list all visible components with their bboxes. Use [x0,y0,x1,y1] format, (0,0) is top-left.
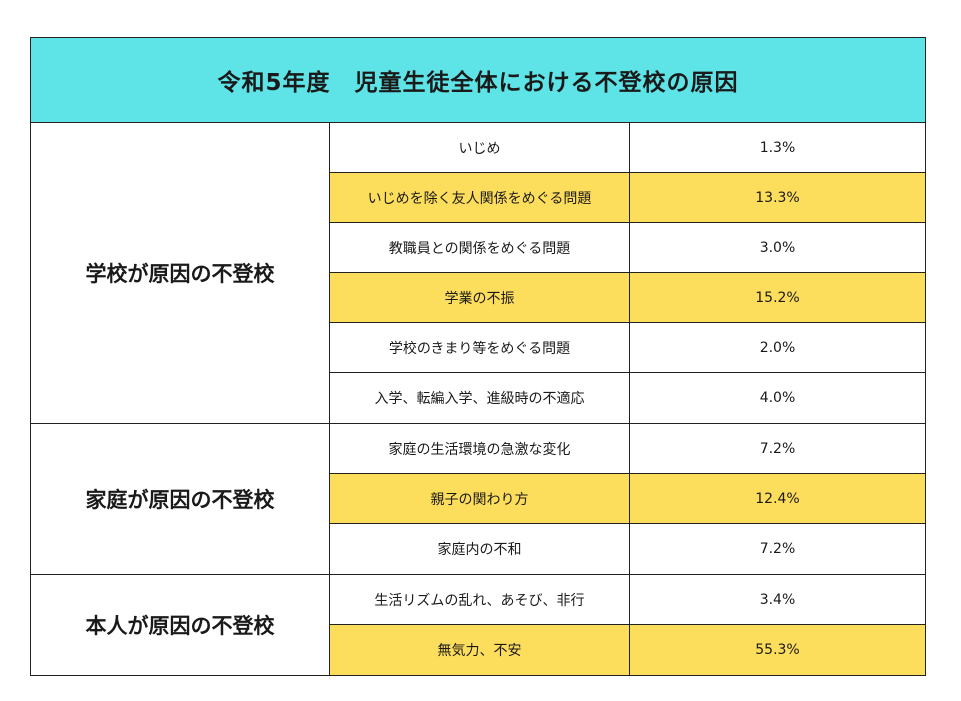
percent-cell: 12.4% [755,490,800,507]
table-row: 教職員との関係をめぐる問題 3.0% [330,223,925,273]
group-school: 学校が原因の不登校 いじめ 1.3% いじめを除く友人関係をめぐる問題 13.3… [31,123,925,424]
table-title: 令和5年度 児童生徒全体における不登校の原因 [31,38,925,123]
percent-cell: 7.2% [759,440,796,457]
table-row: 学校のきまり等をめぐる問題 2.0% [330,323,925,373]
cause-table: 令和5年度 児童生徒全体における不登校の原因 学校が原因の不登校 いじめ 1.3… [30,37,926,676]
reason-cell: 家庭の生活環境の急激な変化 [330,424,630,473]
reason-cell: 教職員との関係をめぐる問題 [330,223,630,272]
percent-cell: 4.0% [759,390,796,406]
reason-cell: 学校のきまり等をめぐる問題 [330,323,630,372]
table-row: 家庭内の不和 7.2% [330,524,925,574]
reason-cell: いじめ [330,123,630,172]
table-row: いじめ 1.3% [330,123,925,173]
table-row: いじめを除く友人関係をめぐる問題 13.3% [330,173,925,223]
percent-cell: 2.0% [759,339,796,356]
percent-cell: 3.4% [759,591,796,608]
percent-cell: 7.2% [759,541,796,557]
table-row: 親子の関わり方 12.4% [330,474,925,524]
table-row: 生活リズムの乱れ、あそび、非行 3.4% [330,575,925,625]
reason-cell: 入学、転編入学、進級時の不適応 [330,373,630,423]
group-self: 本人が原因の不登校 生活リズムの乱れ、あそび、非行 3.4% 無気力、不安 55… [31,575,925,675]
reason-cell: いじめを除く友人関係をめぐる問題 [330,173,630,222]
group-label: 本人が原因の不登校 [31,575,330,675]
table-row: 家庭の生活環境の急激な変化 7.2% [330,424,925,474]
group-label: 家庭が原因の不登校 [31,424,330,574]
group-label: 学校が原因の不登校 [31,123,330,423]
reason-cell: 親子の関わり方 [330,474,630,523]
reason-cell: 学業の不振 [330,273,630,322]
table-row: 入学、転編入学、進級時の不適応 4.0% [330,373,925,423]
percent-cell: 55.3% [755,642,800,658]
reason-cell: 生活リズムの乱れ、あそび、非行 [330,575,630,624]
reason-cell: 家庭内の不和 [330,524,630,574]
table-row: 無気力、不安 55.3% [330,625,925,675]
reason-cell: 無気力、不安 [330,625,630,675]
table-row: 学業の不振 15.2% [330,273,925,323]
percent-cell: 3.0% [759,239,796,256]
group-family: 家庭が原因の不登校 家庭の生活環境の急激な変化 7.2% 親子の関わり方 12.… [31,424,925,575]
percent-cell: 13.3% [755,189,800,206]
percent-cell: 1.3% [759,139,796,156]
percent-cell: 15.2% [755,289,800,306]
